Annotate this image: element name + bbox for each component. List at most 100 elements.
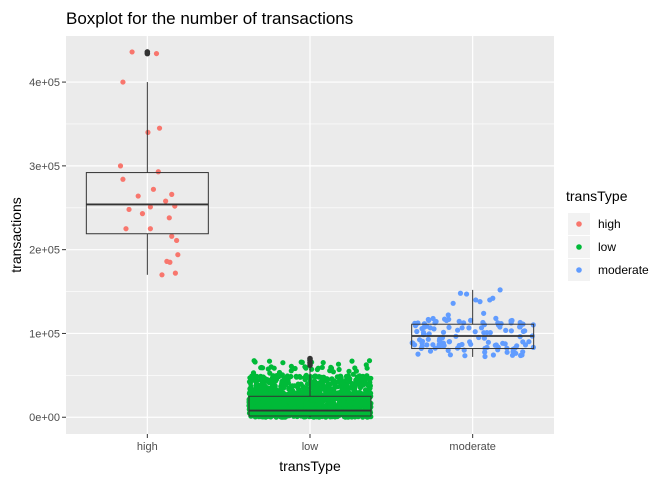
data-point-low [303,365,309,371]
data-point-moderate [462,353,468,359]
data-point-low [320,360,326,366]
data-point-low [276,369,283,376]
data-point-low [248,388,254,394]
data-point-low [276,374,282,380]
data-point-high [120,79,126,85]
data-point-low [269,382,275,389]
data-point-high [169,191,175,197]
data-point-moderate [447,352,453,358]
data-point-low [336,379,342,385]
data-point-low [260,365,266,371]
data-point-high [174,237,180,244]
data-point-moderate [472,329,478,335]
data-point-moderate [502,341,508,347]
data-point-high [169,233,175,239]
data-point-low [273,391,279,397]
box-low [248,395,372,417]
data-point-low [249,374,255,380]
data-point-high [156,125,163,131]
data-point-moderate [455,327,461,333]
data-point-low [357,389,363,395]
data-point-high [135,193,141,199]
data-points [117,49,537,420]
x-tick-label: moderate [449,441,495,453]
data-point-high [167,259,173,265]
data-point-high [147,226,153,232]
data-point-moderate [514,343,520,349]
legend-title: transType [566,188,628,204]
data-point-low [354,380,360,386]
data-point-moderate [492,342,498,348]
data-point-low [366,358,373,364]
data-point-low [296,386,302,393]
data-point-low [298,359,304,365]
data-point-moderate [520,328,527,334]
data-point-moderate [510,346,516,352]
data-point-low [288,368,294,374]
outlier-high [144,49,151,55]
data-point-moderate [468,317,474,323]
data-point-moderate [425,336,431,342]
y-axis: 0e+00 1e+05 2e+05 3e+05 4e+05 [29,77,66,424]
data-point-low [311,391,317,397]
x-tick-label: low [302,441,319,453]
data-point-low [306,414,312,420]
data-point-moderate [442,316,448,322]
data-point-low [291,391,297,397]
outlier-low [307,355,313,362]
data-point-high [159,272,165,278]
data-point-low [262,375,268,381]
data-point-low [309,383,316,390]
data-point-moderate [441,343,447,349]
data-point-moderate [497,287,503,293]
data-point-low [272,378,279,384]
data-point-low [353,368,359,374]
data-point-low [368,375,374,381]
data-point-low [261,398,267,404]
data-point-moderate [493,315,499,321]
y-tick-label: 3e+05 [29,161,60,173]
data-point-low [336,400,342,406]
data-point-low [288,384,294,390]
data-point-low [266,401,272,407]
data-point-low [251,358,257,364]
data-point-low [262,383,268,389]
data-point-low [366,394,372,400]
data-point-low [356,373,363,379]
x-axis-label: transType [279,458,341,474]
data-point-low [262,390,269,396]
data-point-low [318,375,325,381]
legend: high low moderate [568,213,649,281]
data-point-low [267,370,273,376]
data-point-moderate [473,297,479,303]
data-point-moderate [426,317,432,323]
data-point-low [255,402,261,408]
data-point-moderate [526,339,532,345]
data-point-high [163,198,169,204]
data-point-moderate [417,337,423,343]
chart-title: Boxplot for the number of transactions [66,9,353,28]
data-point-low [314,366,320,373]
legend-key-low [576,244,582,250]
data-point-moderate [522,342,529,348]
y-tick-label: 2e+05 [29,245,60,257]
data-point-low [322,411,328,417]
data-point-high [139,211,146,217]
data-point-low [329,390,335,396]
legend-label-high: high [598,217,621,231]
data-point-high [123,226,129,232]
data-point-moderate [424,342,430,348]
data-point-moderate [409,340,415,346]
data-point-low [269,397,275,403]
data-point-moderate [490,352,496,358]
data-point-low [252,392,259,398]
data-point-low [266,358,273,364]
data-point-moderate [504,349,510,355]
data-point-moderate [456,318,462,324]
data-point-moderate [430,315,436,322]
data-point-low [319,364,325,370]
data-point-low [249,404,255,410]
data-point-low [336,366,342,373]
data-point-moderate [415,351,421,357]
